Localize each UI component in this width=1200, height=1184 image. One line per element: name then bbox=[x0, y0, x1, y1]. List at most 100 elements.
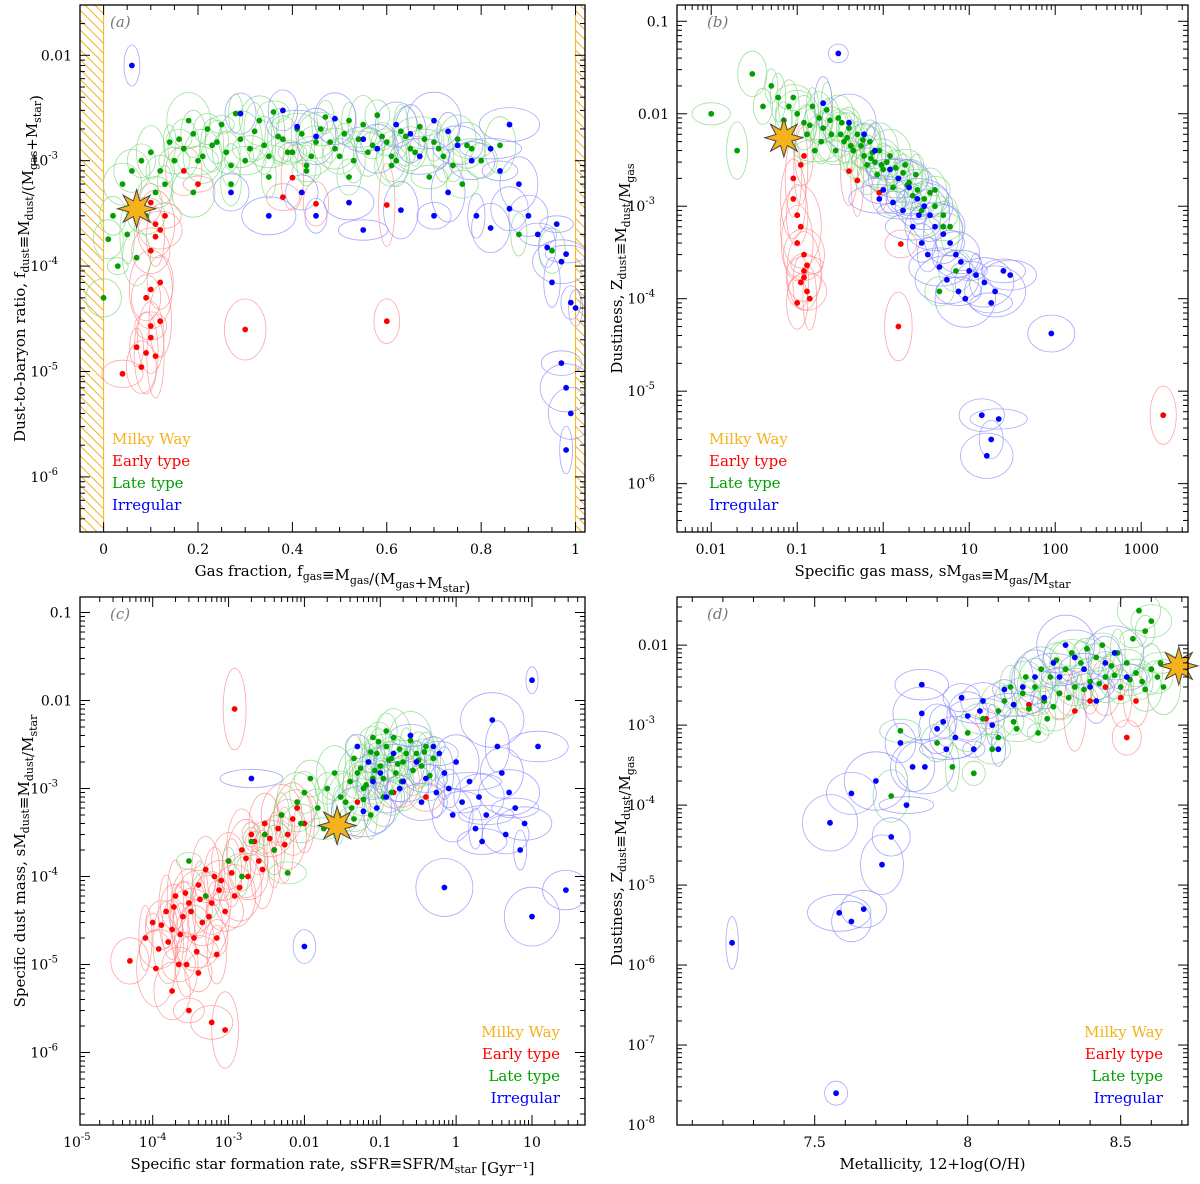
legend-entry: Early type bbox=[112, 452, 190, 470]
error-ellipse bbox=[285, 174, 319, 211]
error-ellipse bbox=[508, 194, 549, 237]
data-point bbox=[421, 749, 428, 755]
error-ellipse bbox=[483, 116, 517, 175]
data-point bbox=[914, 187, 921, 193]
error-ellipse bbox=[220, 162, 242, 207]
data-point bbox=[374, 145, 381, 152]
data-point bbox=[153, 965, 159, 972]
panel-tag: (c) bbox=[110, 605, 130, 623]
data-point bbox=[431, 139, 437, 146]
error-ellipse bbox=[929, 716, 982, 759]
data-point bbox=[977, 708, 983, 714]
data-point bbox=[958, 259, 964, 265]
data-point bbox=[365, 759, 372, 765]
data-point bbox=[307, 775, 314, 782]
data-point bbox=[301, 943, 308, 950]
error-ellipse bbox=[499, 156, 539, 212]
error-ellipse bbox=[543, 257, 561, 308]
data-point bbox=[1013, 725, 1020, 732]
data-point bbox=[265, 153, 272, 160]
error-ellipse bbox=[1109, 628, 1126, 678]
data-point bbox=[436, 750, 443, 757]
milky-way-star-marker bbox=[115, 187, 158, 230]
error-ellipse bbox=[923, 204, 964, 265]
data-point bbox=[804, 288, 810, 295]
legend-entry: Early type bbox=[709, 452, 787, 470]
data-point bbox=[878, 162, 885, 168]
data-point bbox=[497, 168, 503, 174]
data-point bbox=[218, 877, 225, 884]
data-point bbox=[820, 125, 826, 131]
data-point bbox=[280, 136, 286, 143]
error-ellipse bbox=[241, 196, 297, 236]
axis-ticks bbox=[80, 597, 586, 1125]
data-point bbox=[308, 153, 315, 160]
error-ellipse bbox=[467, 193, 486, 239]
error-ellipse bbox=[174, 881, 196, 905]
data-point bbox=[563, 447, 569, 453]
data-point bbox=[372, 767, 378, 774]
x-tick-label: 0 bbox=[99, 542, 108, 558]
data-point bbox=[927, 189, 933, 196]
legend-entry: Milky Way bbox=[709, 430, 788, 448]
data-point bbox=[932, 203, 938, 210]
data-point bbox=[445, 128, 451, 135]
data-point bbox=[909, 764, 916, 770]
error-ellipse bbox=[431, 125, 484, 166]
error-ellipse bbox=[227, 852, 269, 901]
data-point bbox=[147, 199, 154, 206]
data-point bbox=[337, 794, 344, 800]
data-point bbox=[298, 130, 305, 137]
data-point bbox=[213, 951, 220, 958]
data-point bbox=[988, 300, 995, 306]
error-ellipse bbox=[453, 773, 505, 821]
data-point bbox=[872, 159, 878, 166]
data-point bbox=[407, 732, 414, 739]
data-point bbox=[944, 276, 950, 283]
data-point bbox=[1038, 666, 1044, 673]
error-ellipse bbox=[824, 1080, 848, 1106]
data-point bbox=[183, 961, 190, 968]
data-point bbox=[801, 251, 807, 258]
data-point bbox=[459, 181, 466, 188]
error-ellipse bbox=[123, 44, 141, 87]
data-point bbox=[906, 184, 912, 191]
y-tick-label: 0.01 bbox=[638, 107, 669, 123]
error-ellipse bbox=[191, 871, 232, 935]
error-ellipse bbox=[268, 861, 307, 885]
error-ellipse bbox=[948, 698, 1012, 725]
data-point bbox=[169, 988, 176, 994]
error-ellipse bbox=[275, 806, 295, 883]
error-ellipse bbox=[360, 131, 385, 160]
data-point bbox=[228, 162, 234, 169]
error-ellipse bbox=[860, 834, 904, 895]
data-point bbox=[888, 793, 895, 799]
data-point bbox=[936, 264, 943, 270]
panel-c: 10-5 10-4 10-3 0.01 0.1 1 1010-610-510-410-30.… bbox=[11, 596, 586, 1177]
data-point bbox=[1123, 674, 1130, 680]
data-point bbox=[169, 926, 176, 933]
data-point bbox=[872, 147, 878, 154]
data-point bbox=[407, 145, 414, 152]
error-ellipse bbox=[110, 937, 150, 985]
data-point bbox=[383, 202, 390, 208]
error-ellipse bbox=[341, 138, 366, 184]
data-point bbox=[348, 805, 355, 811]
data-points bbox=[708, 50, 1167, 459]
data-point bbox=[916, 212, 922, 219]
data-point bbox=[1062, 642, 1069, 648]
error-ellipse bbox=[248, 819, 292, 858]
data-point bbox=[860, 137, 866, 143]
data-point bbox=[846, 119, 852, 126]
data-point bbox=[927, 212, 933, 219]
data-point bbox=[284, 831, 291, 838]
data-point bbox=[383, 743, 390, 750]
error-ellipse bbox=[336, 158, 362, 196]
data-point bbox=[163, 908, 170, 915]
data-point bbox=[1032, 684, 1038, 690]
error-ellipse bbox=[158, 874, 174, 949]
data-point bbox=[823, 107, 830, 113]
error-ellipse bbox=[786, 276, 809, 330]
error-ellipse bbox=[1013, 649, 1057, 705]
x-axis-label: Specific star formation rate, sSFR≡SFR/M… bbox=[130, 1155, 534, 1177]
